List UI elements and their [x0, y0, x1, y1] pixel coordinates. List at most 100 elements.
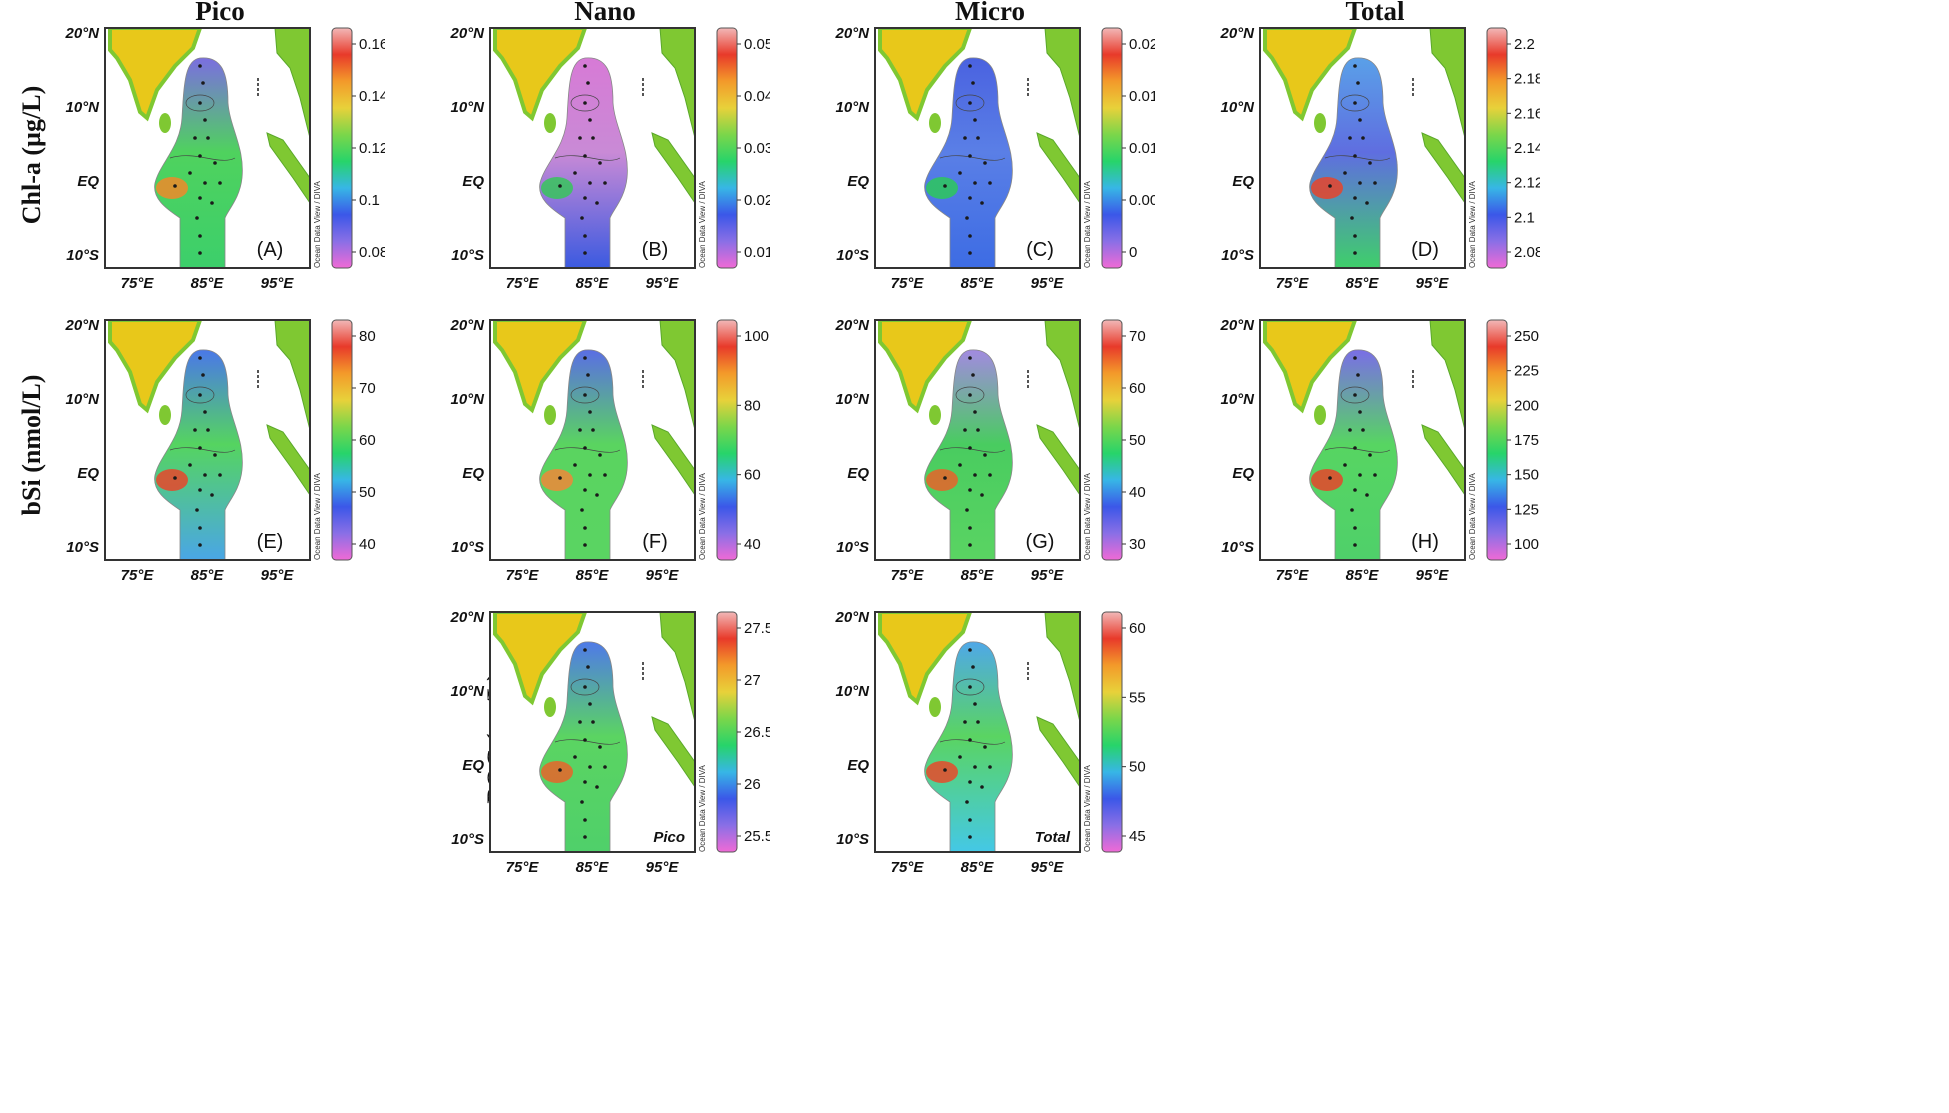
myanmar-landmass — [274, 29, 309, 137]
myanmar-landmass — [1429, 29, 1464, 137]
myanmar-landmass — [659, 613, 694, 721]
station-dot — [1361, 428, 1365, 432]
colorbar-tick-label: 40 — [1129, 484, 1146, 501]
station-dot — [958, 463, 962, 467]
station-dot — [1356, 81, 1360, 85]
column-title-nano: Nano — [574, 0, 636, 26]
india-landmass — [1263, 321, 1357, 414]
station-dot — [583, 234, 587, 238]
station-dot — [968, 835, 972, 839]
station-dot — [980, 785, 984, 789]
station-dot — [1353, 488, 1357, 492]
india-landmass — [493, 321, 587, 414]
lon-label: 95°E — [646, 275, 680, 292]
station-dot — [213, 453, 217, 457]
odv-watermark: Ocean Data View / DIVA — [313, 472, 322, 560]
field-hotspot — [541, 469, 573, 491]
colorbar — [716, 27, 738, 269]
lon-label: 75°E — [121, 567, 155, 584]
colorbar-tick-label: 2.2 — [1514, 36, 1535, 53]
colorbar-tick-label: 26.5 — [744, 724, 770, 741]
panel-inner-label: Total — [1035, 829, 1071, 846]
station-dot — [968, 101, 972, 105]
station-dot — [595, 785, 599, 789]
interpolated-field — [539, 349, 628, 559]
colorbar-tick-label: 150 — [1514, 467, 1539, 484]
station-dot — [218, 473, 222, 477]
colorbar — [716, 319, 738, 561]
lat-label: 10°N — [65, 391, 100, 408]
colorbar — [1101, 319, 1123, 561]
field-hotspot — [1311, 177, 1343, 199]
odv-watermark: Ocean Data View / DIVA — [313, 180, 322, 268]
station-dot — [1350, 508, 1354, 512]
colorbar-tick-label: 2.1 — [1514, 209, 1535, 226]
station-dot — [578, 428, 582, 432]
station-dot — [198, 64, 202, 68]
lon-label: 75°E — [121, 275, 155, 292]
lon-label: 75°E — [1276, 275, 1310, 292]
station-dot — [198, 234, 202, 238]
station-dot — [583, 543, 587, 547]
colorbar-tick-label: 26 — [744, 776, 761, 793]
myanmar-landmass — [659, 321, 694, 429]
station-dot — [968, 780, 972, 784]
lat-label: 20°N — [449, 609, 485, 626]
station-dot — [968, 446, 972, 450]
colorbar-tick-label: 40 — [744, 536, 761, 553]
station-dot — [188, 171, 192, 175]
station-dot — [1350, 216, 1354, 220]
map-panel-a: 20°N 10°N EQ 10°S 75°E 85°E 95°E (A) Ocean Data … — [0, 10, 388, 307]
lat-label: 20°N — [1219, 317, 1255, 334]
station-dot — [210, 493, 214, 497]
lon-label: 95°E — [1031, 275, 1065, 292]
lon-label: 85°E — [961, 567, 995, 584]
station-dot — [193, 136, 197, 140]
sumatra-landmass — [266, 132, 309, 203]
lon-label: 85°E — [576, 275, 610, 292]
myanmar-landmass — [1044, 29, 1079, 137]
colorbar-tick-label: 27.5 — [744, 620, 770, 637]
colorbar-tick-label: 2.12 — [1514, 175, 1540, 192]
station-dot — [968, 356, 972, 360]
station-dot — [1353, 526, 1357, 530]
station-dot — [558, 768, 562, 772]
station-dot — [583, 648, 587, 652]
sri-lanka-landmass — [159, 113, 171, 133]
lon-label: 85°E — [191, 275, 225, 292]
lon-label: 75°E — [506, 567, 540, 584]
lon-label: 95°E — [261, 275, 295, 292]
sri-lanka-landmass — [544, 113, 556, 133]
station-dot — [983, 745, 987, 749]
sumatra-landmass — [1036, 424, 1079, 495]
station-dot — [1365, 201, 1369, 205]
lat-label: EQ — [77, 465, 99, 482]
station-dot — [198, 446, 202, 450]
lat-label: 10°S — [1221, 247, 1254, 264]
lon-label: 95°E — [646, 859, 680, 876]
station-dot — [198, 101, 202, 105]
map-panel-j: 20°N 10°N EQ 10°S 75°E 85°E 95°E Total Ocean Dat… — [770, 594, 1155, 891]
sumatra-landmass — [1421, 424, 1464, 495]
station-dot — [595, 201, 599, 205]
colorbar-tick-label: 80 — [359, 328, 376, 345]
india-landmass — [493, 29, 587, 122]
station-dot — [1343, 171, 1347, 175]
station-dot — [1353, 101, 1357, 105]
panel-letter: (A) — [257, 239, 284, 261]
colorbar-tick-label: 175 — [1514, 432, 1539, 449]
station-dot — [583, 196, 587, 200]
colorbar-tick-label: 0.12 — [359, 140, 385, 157]
station-dot — [583, 101, 587, 105]
station-dot — [1353, 154, 1357, 158]
field-hotspot — [926, 177, 958, 199]
station-dot — [973, 410, 977, 414]
station-dot — [598, 453, 602, 457]
station-dot — [198, 154, 202, 158]
station-dot — [583, 64, 587, 68]
myanmar-landmass — [1044, 613, 1079, 721]
colorbar-tick-label: 200 — [1514, 397, 1539, 414]
panel-letter: (C) — [1026, 239, 1054, 261]
station-dot — [591, 720, 595, 724]
interpolated-field — [924, 349, 1013, 559]
